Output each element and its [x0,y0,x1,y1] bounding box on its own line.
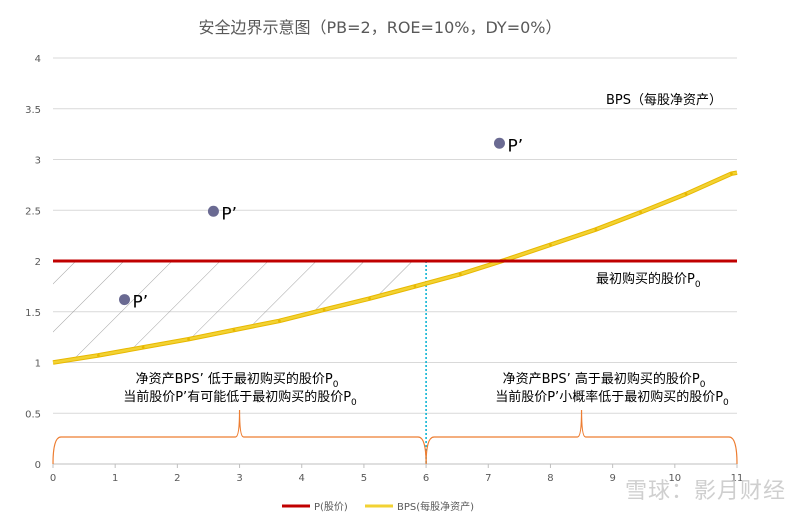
bps-point [730,172,733,176]
x-tick-label: 9 [609,473,615,484]
right-line2-subscript: 0 [723,398,729,408]
left-brace [52,409,427,465]
point-label: P’ [221,204,237,224]
legend-price-label: P(股价) [314,501,348,513]
x-tick-label: 4 [299,473,305,484]
left-line2-text: 当前股价P’有可能低于最初购买的股价P [123,389,351,405]
bps-point [232,328,236,332]
x-tick-label: 5 [361,473,367,484]
bps-point [594,228,598,231]
left-annotation-line2: 当前股价P’有可能低于最初购买的股价P0 [123,389,357,408]
x-tick-label: 1 [112,473,118,484]
hatched-region [53,261,427,363]
bps-point [277,319,281,323]
y-tick-label: 2.5 [25,206,41,217]
y-tick-label: 4 [35,54,41,65]
bps-point [96,353,100,357]
bps-point [458,272,462,276]
left-line1-subscript: 0 [333,380,339,390]
y-tick-label: 1.5 [25,308,41,319]
y-tick-labels: 0 0.5 1 1.5 2 2.5 3 3.5 4 [25,54,41,471]
x-tick-label: 3 [236,473,242,484]
y-tick-label: 3 [35,156,41,167]
x-tick-label: 10 [668,473,681,484]
points-group: P’ P’ P’ [119,136,523,313]
left-annotation-line1: 净资产BPS’ 低于最初购买的股价P0 [136,371,339,390]
bps-point [368,297,371,300]
x-tick-label: 8 [547,473,553,484]
right-brace [425,409,738,465]
right-annotation-line1: 净资产BPS’ 高于最初购买的股价P0 [503,371,706,390]
x-tick-label: 0 [50,473,56,484]
y-tick-label: 0.5 [25,409,41,420]
initial-price-label: 最初购买的股价P0 [596,271,701,290]
bps-point [549,243,552,247]
y-tick-label: 1 [35,359,41,370]
point-marker [493,137,505,149]
watermark-text: 雪球：影月财经 [624,479,786,504]
bps-point [322,308,326,312]
legend-bps-label: BPS(每股净资产) [397,500,474,513]
point-marker [119,294,131,306]
y-tick-label: 0 [35,460,41,471]
bps-point [141,345,145,349]
y-tick-label: 2 [35,257,41,268]
x-tick-label: 2 [174,473,180,484]
series-bps [52,170,738,365]
x-tick-label: 11 [731,473,744,484]
point-label: P’ [507,136,523,156]
point-label: P’ [133,293,149,313]
right-annotation-line2: 当前股价P’小概率低于最初购买的股价P0 [495,389,729,408]
point-marker [207,205,219,217]
left-line2-subscript: 0 [351,398,357,408]
x-tick-label: 7 [485,473,491,484]
bps-point [413,284,417,288]
y-tick-label: 3.5 [25,105,41,116]
right-line1-subscript: 0 [700,380,706,390]
initial-price-text: 最初购买的股价P [596,271,695,287]
bps-point [639,210,643,214]
right-line1-text: 净资产BPS’ 高于最初购买的股价P [503,371,700,387]
chart-title: 安全边界示意图（PB=2，ROE=10%，DY=0%） [198,18,561,37]
bps-point [187,337,190,341]
x-tick-labels: 0 1 2 3 4 5 6 7 8 9 10 11 [50,473,744,484]
right-line2-text: 当前股价P’小概率低于最初购买的股价P [495,389,723,405]
left-line1-text: 净资产BPS’ 低于最初购买的股价P [136,371,333,387]
bps-curve-label: BPS（每股净资产） [606,92,722,108]
x-tick-label: 6 [423,473,429,484]
bps-point [684,192,688,196]
legend: P(股价) BPS(每股净资产) [282,500,474,513]
initial-price-subscript: 0 [695,280,701,290]
